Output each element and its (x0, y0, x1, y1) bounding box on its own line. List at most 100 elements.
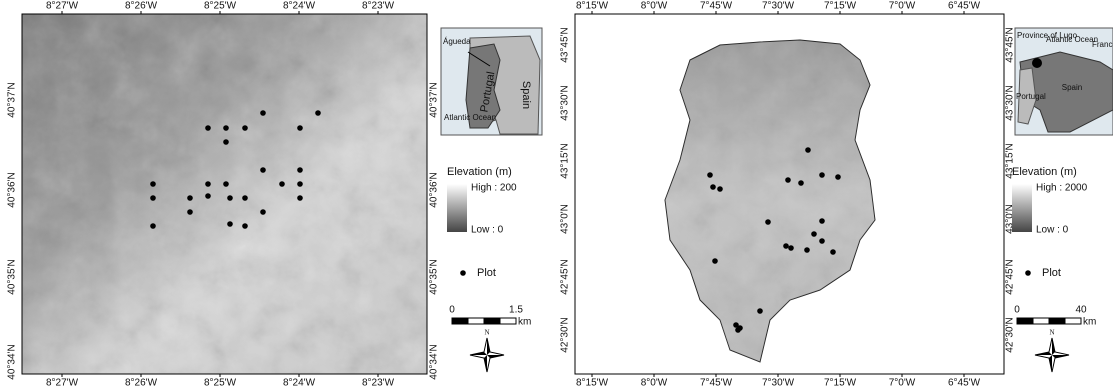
lon-label: 7°15'W (824, 378, 857, 389)
scale-end: 1.5 (509, 305, 523, 316)
lon-label: 8°25'W (204, 1, 237, 12)
plot-point (805, 147, 811, 153)
lat-label: 42°30'N (560, 317, 571, 352)
lat-label: 40°35'N (7, 259, 18, 294)
plot-point (297, 167, 303, 173)
plot-point (707, 172, 713, 178)
plot-point (297, 195, 303, 201)
plot-point (819, 172, 825, 178)
lat-label: 43°30'N (560, 85, 571, 120)
plot-point (205, 193, 211, 199)
lat-label: 43°30'N (1005, 85, 1016, 120)
plot-point (757, 308, 763, 314)
legend-title: Elevation (m) (447, 166, 512, 178)
lat-label: 42°45'N (560, 259, 571, 294)
inset-label: Spain (1062, 83, 1082, 92)
map-panel: 8°27'W8°27'W8°26'W8°26'W8°25'W8°25'W8°24… (7, 1, 542, 389)
plot-point (223, 139, 229, 145)
plot-point (819, 218, 825, 224)
scale-unit: km (518, 317, 531, 328)
lat-label: 43°0'N (560, 204, 571, 234)
lon-label: 8°26'W (125, 378, 158, 389)
plot-point (830, 249, 836, 255)
legend-gradient (1012, 184, 1032, 232)
plot-point (187, 209, 193, 215)
plot-point (811, 231, 817, 237)
lon-label: 8°26'W (125, 1, 158, 12)
inset-label: Atlantic Ocean (444, 113, 496, 122)
lat-label: 43°45'N (1005, 27, 1016, 62)
inset-label: France (1092, 40, 1113, 49)
plot-point (150, 181, 156, 187)
legend-high: High : 200 (471, 183, 517, 194)
lon-label: 8°24'W (283, 1, 316, 12)
north-label: N (484, 329, 489, 337)
scale-bar (452, 318, 468, 324)
plot-point (712, 258, 718, 264)
scale-bar (484, 318, 500, 324)
lon-label: 8°23'W (362, 1, 395, 12)
scale-unit: km (1083, 317, 1096, 328)
scale-bar (1033, 318, 1049, 324)
plot-point (150, 223, 156, 229)
lat-label: 40°35'N (429, 259, 440, 294)
inset-lugo (1032, 58, 1042, 68)
lat-label: 40°37'N (7, 82, 18, 117)
plot-point (227, 195, 233, 201)
plot-point (804, 247, 810, 253)
lon-label: 8°27'W (46, 378, 79, 389)
plot-point (150, 195, 156, 201)
lat-label: 42°45'N (1005, 259, 1016, 294)
inset-label: Águeda (443, 37, 471, 46)
plot-point (798, 180, 804, 186)
scale-bar (1065, 318, 1081, 324)
plot-point (765, 219, 771, 225)
inset-label: Portugal (1016, 92, 1046, 101)
plot-point (785, 177, 791, 183)
lon-label: 7°0'W (889, 1, 916, 12)
plot-point (242, 223, 248, 229)
legend-low: Low : 0 (1036, 225, 1069, 236)
plot-point (315, 110, 321, 116)
lat-label: 40°36'N (429, 172, 440, 207)
plot-point (735, 327, 741, 333)
plot-point (223, 181, 229, 187)
lon-label: 8°15'W (576, 1, 609, 12)
plot-point (242, 125, 248, 131)
lat-label: 40°34'N (429, 344, 440, 379)
plot-point (260, 167, 266, 173)
legend-plot: Plot (477, 267, 496, 279)
scale-bar (468, 318, 484, 324)
lon-label: 7°15'W (824, 1, 857, 12)
plot-point (710, 184, 716, 190)
inset-label: Spain (520, 81, 532, 109)
lon-label: 6°45'W (948, 378, 981, 389)
legend-plot-symbol (1025, 270, 1031, 276)
plot-point (297, 181, 303, 187)
legend-title: Elevation (m) (1012, 166, 1077, 178)
plot-point (297, 125, 303, 131)
plot-point (717, 186, 723, 192)
plot-point (819, 238, 825, 244)
plot-point (187, 195, 193, 201)
north-label: N (1049, 329, 1054, 337)
plot-point (205, 181, 211, 187)
lon-label: 8°27'W (46, 1, 79, 12)
lon-label: 7°0'W (889, 378, 916, 389)
plot-point (788, 245, 794, 251)
legend-plot: Plot (1042, 267, 1061, 279)
lat-label: 40°37'N (429, 82, 440, 117)
lon-label: 6°45'W (948, 1, 981, 12)
lon-label: 7°30'W (762, 1, 795, 12)
legend-gradient (447, 184, 467, 232)
lon-label: 8°23'W (362, 378, 395, 389)
plot-point (223, 125, 229, 131)
lon-label: 7°45'W (700, 378, 733, 389)
scale-zero: 0 (1014, 305, 1020, 316)
legend-low: Low : 0 (471, 225, 504, 236)
scale-bar (1049, 318, 1065, 324)
lat-label: 43°45'N (560, 27, 571, 62)
lon-label: 8°24'W (283, 378, 316, 389)
scale-end: 40 (1075, 305, 1087, 316)
plot-point (260, 209, 266, 215)
